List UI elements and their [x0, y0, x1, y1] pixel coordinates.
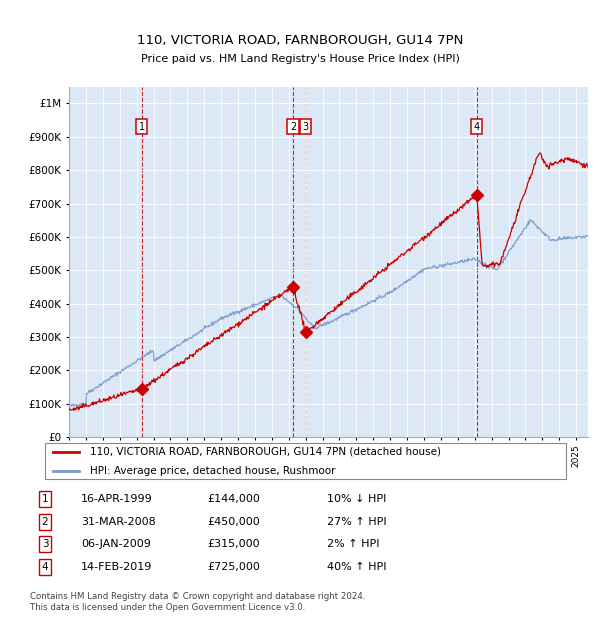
- Text: 31-MAR-2008: 31-MAR-2008: [81, 517, 156, 527]
- Text: 2: 2: [290, 122, 296, 132]
- Text: 1: 1: [139, 122, 145, 132]
- Text: Contains HM Land Registry data © Crown copyright and database right 2024.: Contains HM Land Registry data © Crown c…: [30, 592, 365, 601]
- FancyBboxPatch shape: [44, 443, 566, 479]
- Text: £144,000: £144,000: [207, 494, 260, 504]
- Text: 10% ↓ HPI: 10% ↓ HPI: [327, 494, 386, 504]
- Text: 16-APR-1999: 16-APR-1999: [81, 494, 153, 504]
- Text: 110, VICTORIA ROAD, FARNBOROUGH, GU14 7PN (detached house): 110, VICTORIA ROAD, FARNBOROUGH, GU14 7P…: [89, 447, 440, 457]
- Text: 27% ↑ HPI: 27% ↑ HPI: [327, 517, 386, 527]
- Text: 14-FEB-2019: 14-FEB-2019: [81, 562, 152, 572]
- Text: 3: 3: [303, 122, 309, 132]
- Text: 1: 1: [41, 494, 49, 504]
- Text: 40% ↑ HPI: 40% ↑ HPI: [327, 562, 386, 572]
- Text: Price paid vs. HM Land Registry's House Price Index (HPI): Price paid vs. HM Land Registry's House …: [140, 54, 460, 64]
- Text: HPI: Average price, detached house, Rushmoor: HPI: Average price, detached house, Rush…: [89, 466, 335, 476]
- Text: £725,000: £725,000: [207, 562, 260, 572]
- Text: £450,000: £450,000: [207, 517, 260, 527]
- Text: £315,000: £315,000: [207, 539, 260, 549]
- Text: 3: 3: [41, 539, 49, 549]
- Text: 4: 4: [41, 562, 49, 572]
- Text: 4: 4: [473, 122, 480, 132]
- Text: This data is licensed under the Open Government Licence v3.0.: This data is licensed under the Open Gov…: [30, 603, 305, 612]
- Text: 2% ↑ HPI: 2% ↑ HPI: [327, 539, 380, 549]
- Text: 06-JAN-2009: 06-JAN-2009: [81, 539, 151, 549]
- Text: 110, VICTORIA ROAD, FARNBOROUGH, GU14 7PN: 110, VICTORIA ROAD, FARNBOROUGH, GU14 7P…: [137, 34, 463, 46]
- Text: 2: 2: [41, 517, 49, 527]
